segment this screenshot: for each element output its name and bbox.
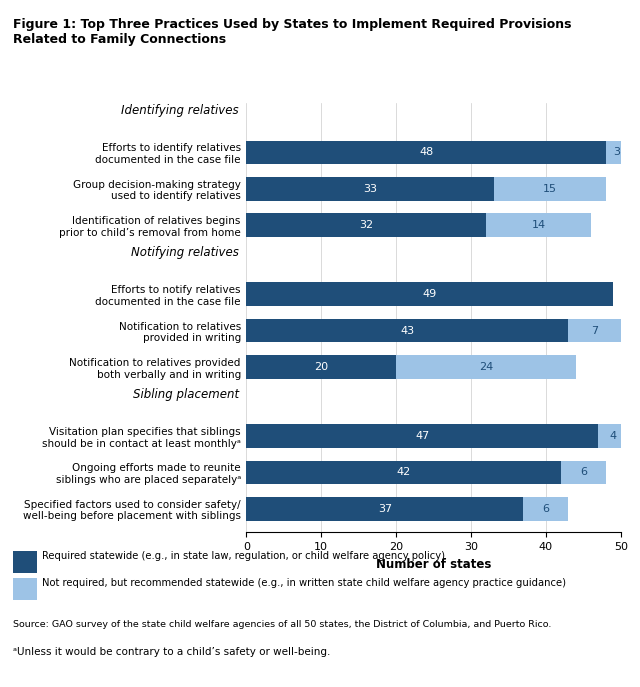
Bar [246, 319, 568, 342]
Bar [606, 141, 628, 164]
Text: 24: 24 [479, 362, 493, 372]
Bar [396, 355, 576, 379]
X-axis label: Number of states: Number of states [376, 558, 492, 571]
Text: 4: 4 [610, 431, 617, 441]
Bar [246, 460, 561, 484]
Bar [568, 319, 621, 342]
Bar [246, 282, 613, 306]
Bar [246, 355, 396, 379]
Text: Figure 1: Top Three Practices Used by States to Implement Required Provisions: Figure 1: Top Three Practices Used by St… [13, 18, 572, 31]
Bar [524, 497, 568, 521]
Bar [486, 214, 591, 237]
Text: 6: 6 [543, 504, 549, 514]
Text: 20: 20 [314, 362, 328, 372]
Text: 32: 32 [359, 221, 373, 230]
Text: 49: 49 [423, 289, 437, 300]
Text: Identifying relatives: Identifying relatives [122, 104, 239, 117]
Text: ᵃUnless it would be contrary to a child’s safety or well-being.: ᵃUnless it would be contrary to a child’… [13, 647, 330, 657]
Bar [246, 497, 524, 521]
Bar [246, 141, 606, 164]
Text: Required statewide (e.g., in state law, regulation, or child welfare agency poli: Required statewide (e.g., in state law, … [42, 552, 445, 561]
Text: 6: 6 [580, 467, 587, 477]
Text: 43: 43 [401, 326, 415, 336]
Bar [598, 425, 628, 448]
Text: Related to Family Connections: Related to Family Connections [13, 33, 226, 46]
Text: 14: 14 [531, 221, 545, 230]
Text: 33: 33 [363, 184, 377, 194]
Text: Not required, but recommended statewide (e.g., in written state child welfare ag: Not required, but recommended statewide … [42, 578, 566, 588]
Text: 47: 47 [415, 431, 429, 441]
Text: 15: 15 [543, 184, 557, 194]
Bar [246, 177, 493, 201]
Text: Notifying relatives: Notifying relatives [131, 246, 239, 259]
Text: 42: 42 [397, 467, 411, 477]
Text: 3: 3 [614, 148, 621, 157]
Text: 48: 48 [419, 148, 433, 157]
Text: Source: GAO survey of the state child welfare agencies of all 50 states, the Dis: Source: GAO survey of the state child we… [13, 620, 551, 629]
Text: Sibling placement: Sibling placement [132, 387, 239, 401]
Bar [246, 214, 486, 237]
Text: 7: 7 [591, 326, 598, 336]
Bar [246, 425, 598, 448]
Text: 37: 37 [378, 504, 392, 514]
Bar [561, 460, 606, 484]
Bar [493, 177, 606, 201]
